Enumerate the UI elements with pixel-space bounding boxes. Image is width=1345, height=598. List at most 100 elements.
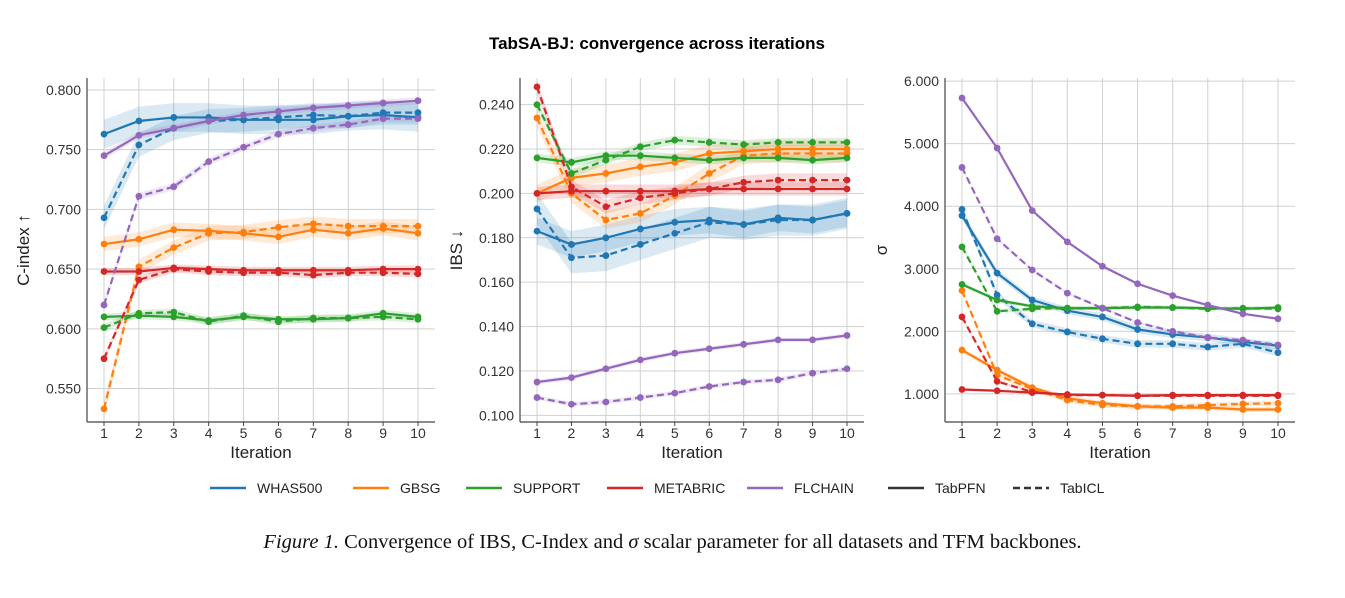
data-point <box>1169 292 1177 300</box>
figure-suptitle: TabSA-BJ: convergence across iterations <box>489 34 825 53</box>
caption-text-after: scalar parameter for all datasets and TF… <box>643 531 1082 553</box>
data-point <box>568 254 575 262</box>
x-tick-label: 6 <box>1134 425 1142 441</box>
data-point <box>309 111 317 119</box>
confidence-band-metabric-tabicl <box>104 265 418 363</box>
data-point <box>958 243 966 251</box>
data-point <box>309 271 317 279</box>
data-point <box>774 336 782 344</box>
data-point <box>636 152 644 160</box>
x-tick-label: 8 <box>344 425 352 441</box>
series-line <box>961 349 1278 411</box>
series-line <box>961 316 1278 397</box>
data-point <box>1063 289 1071 297</box>
data-point <box>344 314 352 322</box>
data-point <box>205 318 213 326</box>
data-point <box>135 131 143 139</box>
data-point <box>993 387 1001 395</box>
x-tick-label: 9 <box>1239 425 1247 441</box>
data-point <box>774 376 782 384</box>
data-point <box>275 108 282 115</box>
data-point <box>1063 328 1071 336</box>
data-point <box>636 143 644 151</box>
x-tick-label: 4 <box>205 425 213 441</box>
data-point <box>568 374 575 382</box>
legend-label: METABRIC <box>654 480 725 496</box>
data-point <box>568 400 575 408</box>
data-point <box>275 318 282 326</box>
series-whas500-tabicl <box>533 205 851 262</box>
caption-figure-number: Figure 1. <box>263 531 339 553</box>
data-point <box>533 205 541 213</box>
data-point <box>809 369 816 377</box>
series-line <box>103 312 419 322</box>
data-point <box>1099 335 1106 343</box>
data-point <box>309 220 317 228</box>
data-point <box>100 313 108 321</box>
series-line <box>102 117 418 306</box>
series-flchain-tabicl <box>958 164 1282 349</box>
data-point <box>958 94 966 102</box>
x-tick-label: 6 <box>705 425 713 441</box>
caption-sigma: σ <box>628 531 639 553</box>
y-tick-label: 0.100 <box>479 407 514 423</box>
data-point <box>843 176 851 184</box>
data-point <box>958 313 966 321</box>
data-point <box>993 377 1001 385</box>
data-point <box>958 287 966 295</box>
data-point <box>240 269 247 277</box>
data-point <box>958 205 966 213</box>
series-flchain-tabpfn <box>958 94 1282 323</box>
x-tick-label: 7 <box>1169 425 1177 441</box>
data-point <box>240 111 247 119</box>
data-point <box>1099 262 1106 270</box>
y-tick-label: 6.000 <box>904 73 939 89</box>
x-tick-label: 9 <box>809 425 817 441</box>
data-point <box>774 185 782 193</box>
data-point <box>602 216 610 224</box>
data-point <box>100 355 108 363</box>
series-line <box>536 367 848 406</box>
data-point <box>636 394 644 401</box>
data-point <box>100 301 108 309</box>
data-point <box>809 216 816 224</box>
series-whas500-tabpfn <box>958 212 1282 350</box>
data-point <box>1274 399 1282 407</box>
data-point <box>135 309 143 317</box>
series-support-tabicl <box>100 308 422 332</box>
x-tick-label: 10 <box>839 425 855 441</box>
data-point <box>170 244 178 252</box>
data-point <box>1204 334 1212 341</box>
data-point <box>135 276 143 284</box>
legend: WHAS500 GBSG SUPPORT METABRIC FLCHAIN TabPFN T… <box>210 480 1105 496</box>
data-point <box>100 214 108 222</box>
y-axis-label: C-index ↑ <box>14 214 33 286</box>
confidence-band-whas500-tabpfn <box>104 100 418 149</box>
data-point <box>1239 392 1247 400</box>
data-point <box>602 156 610 164</box>
caption-text-before: Convergence of IBS, C-Index and <box>344 531 624 553</box>
x-tick-label: 3 <box>602 425 610 441</box>
plot-area <box>100 97 422 417</box>
data-point <box>100 130 108 138</box>
data-point <box>636 209 644 217</box>
data-point <box>774 216 782 224</box>
data-point <box>993 291 1001 299</box>
data-point <box>1099 391 1106 399</box>
series-line <box>536 187 847 195</box>
data-point <box>379 109 387 117</box>
confidence-band-whas500-tabicl <box>104 100 418 230</box>
data-point <box>602 187 610 195</box>
y-tick-label: 0.650 <box>46 261 81 277</box>
data-point <box>636 163 644 171</box>
data-point <box>1063 391 1071 399</box>
y-tick-label: 2.000 <box>904 323 939 339</box>
series-line <box>103 99 419 157</box>
data-point <box>1028 266 1036 274</box>
series-line <box>103 227 419 246</box>
legend-item-support: SUPPORT <box>466 480 581 496</box>
data-point <box>205 158 213 166</box>
data-point <box>240 228 247 236</box>
y-tick-label: 0.800 <box>46 82 81 98</box>
